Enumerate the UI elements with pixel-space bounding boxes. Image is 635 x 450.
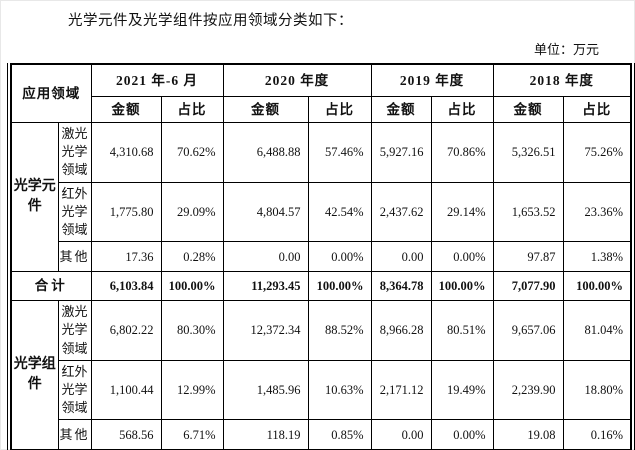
amount-cell: 0.00	[370, 419, 432, 450]
ratio-cell: 0.85%	[307, 419, 372, 450]
table-row-elements-infrared: 红外光学领域 1,775.80 29.09% 4,804.57 42.54% 2…	[11, 181, 632, 243]
header-amount-2019: 金额	[370, 96, 432, 123]
amount-cell: 97.87	[492, 241, 564, 273]
ratio-cell: 100.00%	[562, 271, 632, 302]
ratio-cell: 0.00%	[307, 241, 372, 273]
category-label: 激光光学领域	[57, 122, 92, 183]
amount-cell: 568.56	[90, 419, 162, 450]
ratio-cell: 100.00%	[160, 271, 224, 302]
ratio-cell: 29.09%	[160, 181, 224, 243]
ratio-cell: 80.30%	[160, 300, 224, 361]
category-label: 红外光学领域	[57, 181, 92, 243]
ratio-cell: 80.51%	[430, 300, 494, 361]
table-row-assemblies-infrared: 红外光学领域 1,100.44 12.99% 1,485.96 10.63% 2…	[11, 359, 632, 421]
ratio-cell: 100.00%	[430, 271, 494, 302]
total-label: 合计	[10, 271, 92, 302]
table-row-elements-other: 其他 17.36 0.28% 0.00 0.00% 0.00 0.00% 97.…	[11, 241, 632, 273]
amount-cell: 0.00	[222, 241, 309, 273]
category-label: 红外光学领域	[57, 359, 92, 421]
ratio-cell: 42.54%	[307, 181, 372, 243]
ratio-cell: 10.63%	[307, 359, 372, 421]
header-ratio-2018: 占比	[562, 96, 632, 123]
table-row-elements-laser: 光学元件 激光光学领域 4,310.68 70.62% 6,488.88 57.…	[10, 121, 632, 273]
amount-cell: 2,239.90	[492, 359, 564, 421]
ratio-cell: 100.00%	[307, 271, 372, 302]
header-amount-2018: 金额	[492, 96, 564, 123]
amount-cell: 5,326.51	[492, 122, 564, 183]
ratio-cell: 75.26%	[562, 122, 632, 183]
header-ratio-2021: 占比	[160, 96, 224, 123]
category-label: 激光光学领域	[57, 300, 92, 361]
ratio-cell: 18.80%	[562, 359, 632, 421]
amount-cell: 11,293.45	[222, 271, 309, 302]
amount-cell: 6,488.88	[222, 122, 309, 183]
header-amount-2021: 金额	[90, 96, 162, 123]
header-amount-2020: 金额	[222, 96, 309, 123]
ratio-cell: 70.86%	[430, 122, 494, 183]
header-period-2019: 2019 年度	[370, 63, 494, 97]
ratio-cell: 57.46%	[307, 122, 372, 183]
header-ratio-2020: 占比	[307, 96, 372, 123]
application-field-table: 应用领域 2021 年-6 月 2020 年度 2019 年度 2018 年度 …	[10, 63, 632, 450]
ratio-cell: 0.28%	[160, 241, 224, 273]
group-label-optical-elements: 光学元件	[10, 121, 59, 273]
header-row-metrics: 金额 占比 金额 占比 金额 占比 金额 占比	[11, 96, 632, 123]
ratio-cell: 81.04%	[562, 300, 632, 361]
amount-cell: 12,372.34	[222, 300, 309, 361]
amount-cell: 0.00	[370, 241, 432, 273]
amount-cell: 1,485.96	[222, 359, 309, 421]
ratio-cell: 0.00%	[430, 419, 494, 450]
ratio-cell: 29.14%	[430, 181, 494, 243]
header-period-2018: 2018 年度	[492, 63, 632, 97]
amount-cell: 2,171.12	[370, 359, 432, 421]
group-label-optical-assemblies: 光学组件	[10, 300, 59, 450]
table-row-assemblies-other: 其他 568.56 6.71% 118.19 0.85% 0.00 0.00% …	[11, 419, 632, 450]
ratio-cell: 23.36%	[562, 181, 632, 243]
amount-cell: 6,103.84	[90, 271, 162, 302]
amount-cell: 8,966.28	[370, 300, 432, 361]
page-title: 光学元件及光学组件按应用领域分类如下：	[68, 13, 353, 29]
header-period-2021: 2021 年-6 月	[90, 63, 224, 97]
amount-cell: 9,657.06	[492, 300, 564, 361]
header-ratio-2019: 占比	[430, 96, 494, 123]
amount-cell: 1,775.80	[90, 181, 162, 243]
table-row-assemblies-laser: 光学组件 激光光学领域 6,802.22 80.30% 12,372.34 88…	[10, 300, 632, 450]
ratio-cell: 0.00%	[430, 241, 494, 273]
amount-cell: 17.36	[90, 241, 162, 273]
amount-cell: 7,077.90	[492, 271, 564, 302]
category-label: 其他	[57, 241, 92, 273]
amount-cell: 6,802.22	[90, 300, 162, 361]
unit-label: 单位：万元	[533, 42, 599, 57]
amount-cell: 5,927.16	[370, 122, 432, 183]
ratio-cell: 12.99%	[160, 359, 224, 421]
amount-cell: 19.08	[492, 419, 564, 450]
ratio-cell: 19.49%	[430, 359, 494, 421]
amount-cell: 8,364.78	[370, 271, 432, 302]
amount-cell: 4,310.68	[90, 122, 162, 183]
amount-cell: 4,804.57	[222, 181, 309, 243]
table-row-elements-total: 合计 6,103.84 100.00% 11,293.45 100.00% 8,…	[10, 271, 632, 302]
classification-table: 应用领域 2021 年-6 月 2020 年度 2019 年度 2018 年度 …	[7, 63, 635, 450]
amount-cell: 118.19	[222, 419, 309, 450]
ratio-cell: 70.62%	[160, 122, 224, 183]
amount-cell: 1,653.52	[492, 181, 564, 243]
amount-cell: 1,100.44	[90, 359, 162, 421]
amount-cell: 2,437.62	[370, 181, 432, 243]
category-label: 其他	[57, 419, 92, 450]
ratio-cell: 6.71%	[160, 419, 224, 450]
ratio-cell: 88.52%	[307, 300, 372, 361]
header-application-field: 应用领域	[10, 63, 92, 123]
ratio-cell: 0.16%	[562, 419, 632, 450]
ratio-cell: 1.38%	[562, 241, 632, 273]
header-period-2020: 2020 年度	[222, 63, 372, 97]
header-row-periods: 应用领域 2021 年-6 月 2020 年度 2019 年度 2018 年度	[10, 63, 632, 123]
